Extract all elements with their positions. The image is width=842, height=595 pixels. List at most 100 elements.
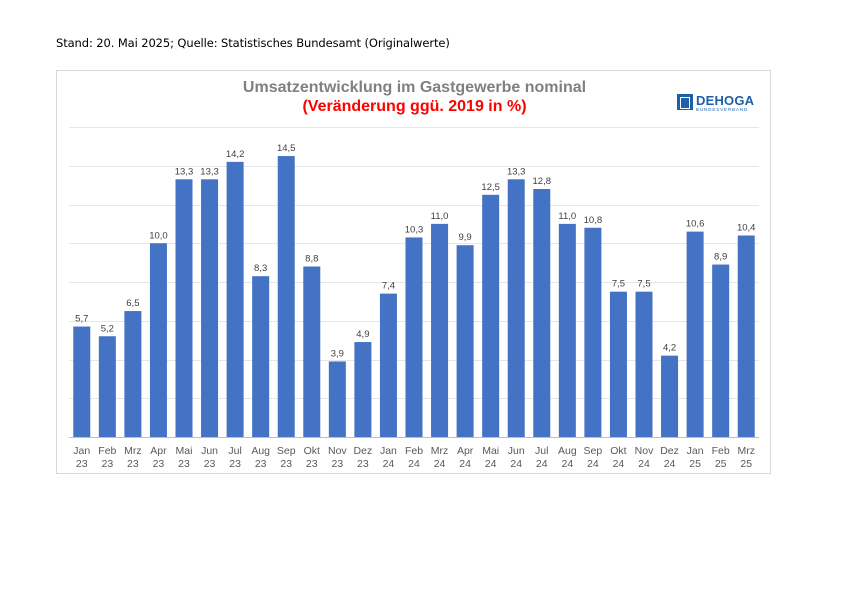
dehoga-logo: DEHOGA BUNDESVERBAND — [677, 93, 759, 114]
x-tick-month: Sep — [277, 445, 296, 457]
data-label: 12,5 — [481, 182, 500, 193]
data-label: 10,3 — [405, 224, 424, 235]
bar — [303, 266, 321, 437]
x-tick-year: 23 — [76, 458, 88, 470]
bar — [737, 235, 755, 437]
data-label: 10,0 — [149, 230, 168, 241]
bar — [507, 179, 525, 437]
bar — [226, 161, 244, 438]
x-tick-month: Dez — [660, 445, 679, 457]
data-label: 5,2 — [101, 323, 114, 334]
data-label: 13,3 — [507, 166, 525, 177]
data-label: 7,5 — [637, 279, 650, 290]
data-label: 14,5 — [277, 143, 296, 154]
bar — [661, 355, 679, 438]
x-tick-year: 23 — [255, 458, 267, 470]
bar — [201, 179, 219, 437]
x-tick-month: Mai — [176, 445, 193, 457]
data-label: 4,2 — [663, 343, 676, 354]
chart-title: Umsatzentwicklung im Gastgewerbe nominal — [242, 79, 587, 96]
data-label: 3,9 — [331, 348, 344, 359]
x-tick-year: 23 — [357, 458, 369, 470]
x-tick-month: Aug — [558, 445, 577, 457]
x-axis: Jan23Feb23Mrz23Apr23Mai23Jun23Jul23Aug23… — [73, 445, 755, 470]
x-tick-month: Jul — [228, 445, 241, 457]
x-tick-year: 24 — [664, 458, 676, 470]
x-tick-month: Jun — [201, 445, 218, 457]
data-label: 8,9 — [714, 252, 727, 263]
bar — [609, 291, 627, 437]
x-tick-year: 23 — [204, 458, 216, 470]
bar — [456, 245, 474, 437]
x-tick-month: Dez — [354, 445, 373, 457]
x-tick-month: Okt — [304, 445, 320, 457]
x-tick-year: 23 — [153, 458, 165, 470]
data-label: 14,2 — [226, 149, 245, 160]
bar — [686, 231, 704, 438]
data-label: 10,4 — [737, 223, 756, 234]
x-tick-year: 24 — [587, 458, 599, 470]
data-label: 9,9 — [459, 232, 472, 243]
chart-container: 5,7 5,2 6,5 10,0 13,3 13,3 14,2 8,3 14,5 8,8 3,9 4,… — [56, 70, 771, 474]
x-tick-year: 24 — [434, 458, 446, 470]
x-tick-year: 25 — [715, 458, 727, 470]
x-tick-month: Feb — [712, 445, 730, 457]
bar — [124, 311, 142, 437]
bar — [73, 326, 91, 437]
x-tick-month: Okt — [610, 445, 626, 457]
data-label: 11,0 — [558, 211, 576, 222]
x-tick-year: 23 — [127, 458, 139, 470]
x-tick-year: 24 — [536, 458, 548, 470]
x-tick-year: 24 — [459, 458, 471, 470]
data-label: 8,3 — [254, 263, 267, 274]
data-label: 4,9 — [356, 329, 369, 340]
data-label: 10,8 — [584, 215, 603, 226]
x-tick-month: Feb — [98, 445, 116, 457]
x-tick-month: Jan — [380, 445, 397, 457]
x-tick-month: Jan — [73, 445, 90, 457]
x-tick-month: Jan — [687, 445, 704, 457]
x-tick-month: Nov — [328, 445, 347, 457]
data-labels: 5,7 5,2 6,5 10,0 13,3 13,3 14,2 8,3 14,5 8,8 3,9 4,… — [75, 143, 755, 359]
data-label: 5,7 — [75, 314, 88, 325]
data-label: 13,3 — [175, 166, 194, 177]
data-label: 12,8 — [533, 176, 552, 187]
x-tick-year: 24 — [408, 458, 420, 470]
x-tick-month: Apr — [150, 445, 167, 457]
logo-subtitle: BUNDESVERBAND — [696, 107, 749, 112]
chart-subtitle: (Veränderung ggü. 2019 in %) — [302, 98, 527, 115]
data-label: 8,8 — [305, 254, 318, 265]
data-label: 6,5 — [126, 298, 139, 309]
x-tick-year: 25 — [689, 458, 701, 470]
bar — [533, 189, 551, 437]
x-tick-year: 24 — [510, 458, 522, 470]
x-tick-month: Mrz — [737, 445, 755, 457]
bar — [252, 276, 270, 437]
x-tick-month: Jun — [508, 445, 525, 457]
bar — [482, 194, 500, 437]
source-note: Stand: 20. Mai 2025; Quelle: Statistisch… — [56, 36, 450, 50]
x-tick-year: 23 — [101, 458, 113, 470]
bar — [277, 156, 295, 437]
x-tick-month: Aug — [251, 445, 270, 457]
logo-name: DEHOGA — [696, 93, 755, 108]
bar — [379, 293, 397, 438]
x-tick-month: Mrz — [124, 445, 142, 457]
x-tick-month: Mai — [482, 445, 499, 457]
data-label: 7,5 — [612, 279, 625, 290]
x-tick-year: 25 — [740, 458, 752, 470]
x-tick-year: 24 — [485, 458, 497, 470]
data-label: 7,4 — [382, 281, 395, 292]
x-tick-year: 24 — [561, 458, 573, 470]
x-tick-month: Jul — [535, 445, 548, 457]
x-tick-year: 23 — [331, 458, 343, 470]
x-tick-month: Sep — [584, 445, 603, 457]
x-tick-year: 23 — [280, 458, 292, 470]
x-tick-year: 24 — [613, 458, 625, 470]
x-tick-month: Nov — [635, 445, 654, 457]
bar — [328, 361, 346, 437]
data-label: 11,0 — [431, 211, 449, 222]
bar — [149, 243, 167, 437]
data-label: 13,3 — [200, 166, 219, 177]
bar — [712, 264, 730, 437]
